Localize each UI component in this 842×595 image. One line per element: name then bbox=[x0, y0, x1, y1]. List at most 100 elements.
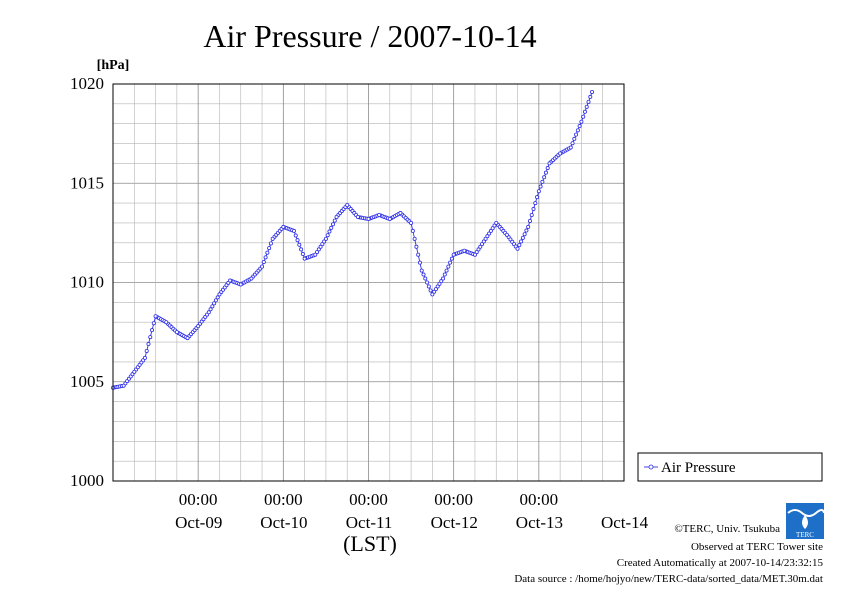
series-marker bbox=[524, 228, 529, 233]
series-marker bbox=[435, 284, 440, 289]
series-marker bbox=[332, 218, 337, 223]
series-marker bbox=[213, 298, 218, 303]
series-marker bbox=[150, 328, 155, 333]
x-tick-time-label: 00:00 bbox=[179, 490, 218, 509]
series-marker bbox=[148, 335, 153, 340]
data-point bbox=[238, 282, 243, 287]
series-marker bbox=[410, 228, 415, 233]
series-marker bbox=[414, 244, 419, 249]
data-point bbox=[217, 292, 222, 297]
data-point bbox=[355, 214, 360, 219]
x-tick-date-label: Oct-10 bbox=[260, 513, 307, 532]
series-marker bbox=[318, 244, 323, 249]
series-marker bbox=[444, 268, 449, 273]
data-point bbox=[547, 161, 552, 166]
series-marker bbox=[446, 264, 451, 269]
series-marker bbox=[480, 242, 485, 247]
data-point bbox=[334, 214, 339, 219]
series-marker bbox=[412, 236, 417, 241]
data-point bbox=[451, 252, 456, 257]
data-point bbox=[142, 355, 147, 360]
data-point bbox=[196, 324, 201, 329]
series-marker bbox=[520, 235, 525, 240]
plot-frame bbox=[112, 83, 625, 482]
series-marker bbox=[144, 348, 149, 353]
series-marker bbox=[267, 246, 272, 251]
data-point bbox=[281, 224, 286, 229]
legend-marker-swatch bbox=[648, 464, 654, 470]
series-marker bbox=[448, 260, 453, 265]
series-marker bbox=[299, 247, 304, 252]
x-tick-date-label: Oct-12 bbox=[431, 513, 478, 532]
copyright-text: ©TERC, Univ. Tsukuba bbox=[674, 523, 780, 535]
series-marker bbox=[417, 260, 422, 265]
series-marker bbox=[586, 99, 591, 104]
series-marker bbox=[297, 242, 302, 247]
series-marker bbox=[433, 287, 438, 292]
x-tick-time-label: 00:00 bbox=[434, 490, 473, 509]
series-marker bbox=[588, 94, 593, 99]
chart-title: Air Pressure / 2007-10-14 bbox=[203, 18, 536, 54]
y-axis-ticks: 1000 1005 1010 1015 1020 bbox=[70, 74, 104, 490]
data-point bbox=[515, 246, 520, 251]
series-marker bbox=[487, 231, 492, 236]
data-point bbox=[504, 232, 509, 237]
terc-logo-text: TERC bbox=[796, 531, 814, 539]
series-marker bbox=[535, 195, 540, 200]
data-point bbox=[579, 119, 584, 124]
data-point bbox=[430, 292, 435, 297]
series-marker bbox=[538, 184, 543, 189]
series-marker bbox=[529, 213, 534, 218]
data-point bbox=[536, 189, 541, 194]
data-point bbox=[398, 211, 403, 216]
data-point bbox=[472, 252, 477, 257]
y-tick-label: 1005 bbox=[70, 372, 104, 391]
x-tick-date-label: Oct-11 bbox=[346, 513, 393, 532]
x-tick-time-label: 00:00 bbox=[264, 490, 303, 509]
series-marker bbox=[215, 295, 220, 300]
series-marker bbox=[490, 226, 495, 231]
series-marker bbox=[543, 170, 548, 175]
data-point bbox=[366, 216, 371, 221]
series-marker bbox=[327, 229, 332, 234]
data-point bbox=[323, 236, 328, 241]
series-marker bbox=[474, 250, 479, 255]
series-marker bbox=[531, 207, 536, 212]
created-timestamp-text: Created Automatically at 2007-10-14/23:3… bbox=[617, 557, 824, 569]
series-marker bbox=[300, 252, 305, 257]
grid bbox=[112, 83, 625, 482]
series-marker bbox=[519, 239, 524, 244]
series-marker bbox=[481, 239, 486, 244]
observed-site-text: Observed at TERC Tower site bbox=[691, 541, 823, 553]
series-marker bbox=[439, 279, 444, 284]
series-marker bbox=[146, 342, 151, 347]
data-point bbox=[302, 256, 307, 261]
data-point bbox=[313, 252, 318, 257]
x-tick-date-label: Oct-09 bbox=[175, 513, 222, 532]
series-marker bbox=[527, 218, 532, 223]
series-marker bbox=[295, 238, 300, 243]
series-marker bbox=[574, 132, 579, 137]
legend-label-air-pressure: Air Pressure bbox=[661, 460, 736, 476]
series-marker bbox=[517, 243, 522, 248]
series-marker bbox=[208, 307, 213, 312]
data-point bbox=[153, 314, 158, 319]
series-marker bbox=[437, 281, 442, 286]
series-marker bbox=[533, 201, 538, 206]
x-tick-date-label: Oct-14 bbox=[601, 513, 649, 532]
series-marker bbox=[449, 256, 454, 261]
y-tick-label: 1020 bbox=[70, 74, 104, 93]
series-marker bbox=[212, 301, 217, 306]
data-point bbox=[419, 268, 424, 273]
data-point bbox=[558, 151, 563, 156]
legend: Air Pressure bbox=[637, 452, 823, 482]
series-marker bbox=[268, 241, 273, 246]
data-point bbox=[174, 330, 179, 335]
droplet-icon bbox=[802, 515, 808, 529]
series-marker bbox=[545, 166, 550, 171]
series-marker bbox=[577, 124, 582, 129]
x-tick-date-label: Oct-13 bbox=[516, 513, 563, 532]
data-point bbox=[568, 145, 573, 150]
data-point bbox=[377, 213, 382, 218]
data-source-text: Data source : /home/hojyo/new/TERC-data/… bbox=[514, 573, 823, 585]
